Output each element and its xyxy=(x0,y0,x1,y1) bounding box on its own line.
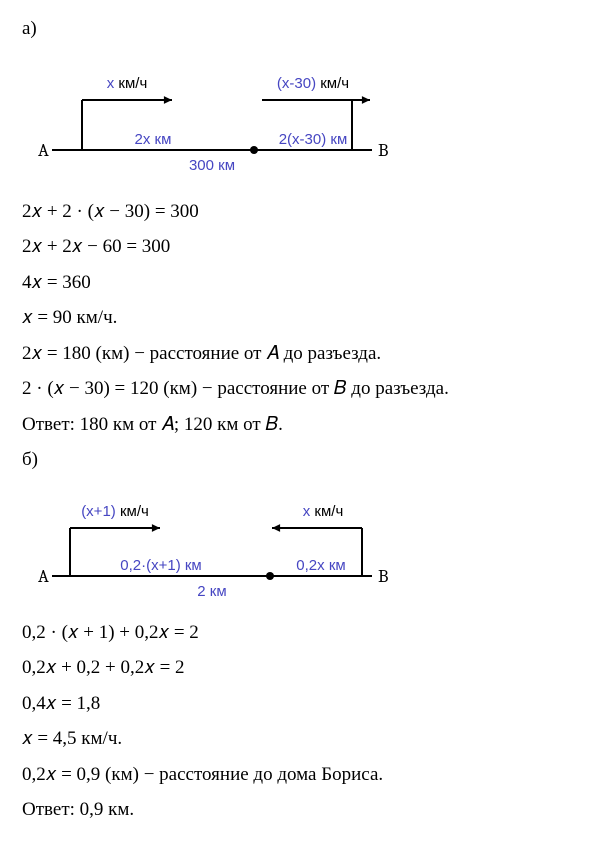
eq-a-line-6: Ответ: 180 км от 𝐴; 120 км от 𝐵. xyxy=(22,410,581,439)
svg-text:x км/ч: x км/ч xyxy=(303,503,344,520)
svg-text:A: A xyxy=(38,140,49,161)
eq-a-line-0: 2𝑥 + 2 · (𝑥 − 30) = 300 xyxy=(22,197,581,226)
svg-text:2 км: 2 км xyxy=(197,583,226,596)
diagram-a: A Bx км/ч (x-30) км/ч 2x км 2(x-30) км 300 км xyxy=(32,55,392,175)
eq-b-line-3: 𝑥 = 4,5 км/ч. xyxy=(22,724,581,753)
svg-text:0,2x км: 0,2x км xyxy=(296,557,345,574)
svg-text:(x-30) км/ч: (x-30) км/ч xyxy=(277,75,349,92)
svg-text:300 км: 300 км xyxy=(189,157,235,174)
svg-text:2x км: 2x км xyxy=(135,131,172,148)
eq-b-line-0: 0,2 · (𝑥 + 1) + 0,2𝑥 = 2 xyxy=(22,618,581,647)
eq-a-line-2: 4𝑥 = 360 xyxy=(22,268,581,297)
svg-text:(x+1) км/ч: (x+1) км/ч xyxy=(81,503,149,520)
page: а) A Bx км/ч (x-30) км/ч 2x км 2(x-30) км 300… xyxy=(0,0,603,852)
svg-text:x км/ч: x км/ч xyxy=(107,75,148,92)
diagram-b: A B (x+1) км/ч x км/ч 0,2·(x+1) км 0,2x км 2 к… xyxy=(32,486,392,596)
svg-text:A: A xyxy=(38,566,49,587)
eq-a-line-5: 2 · (𝑥 − 30) = 120 (км) − расстояние от … xyxy=(22,374,581,403)
svg-text:B: B xyxy=(378,140,388,161)
part-a-equations: 2𝑥 + 2 · (𝑥 − 30) = 300 2𝑥 + 2𝑥 − 60 = 30… xyxy=(22,197,581,439)
part-a-label: а) xyxy=(22,14,581,43)
eq-b-line-1: 0,2𝑥 + 0,2 + 0,2𝑥 = 2 xyxy=(22,653,581,682)
svg-text:0,2·(x+1) км: 0,2·(x+1) км xyxy=(120,557,201,574)
eq-b-line-2: 0,4𝑥 = 1,8 xyxy=(22,689,581,718)
eq-a-line-4: 2𝑥 = 180 (км) − расстояние от 𝐴 до разъе… xyxy=(22,339,581,368)
eq-b-line-5: Ответ: 0,9 км. xyxy=(22,795,581,824)
eq-b-line-4: 0,2𝑥 = 0,9 (км) − расстояние до дома Бор… xyxy=(22,760,581,789)
svg-text:2(x-30) км: 2(x-30) км xyxy=(279,131,348,148)
part-b-equations: 0,2 · (𝑥 + 1) + 0,2𝑥 = 2 0,2𝑥 + 0,2 + 0,2… xyxy=(22,618,581,825)
svg-text:B: B xyxy=(378,566,388,587)
eq-a-line-1: 2𝑥 + 2𝑥 − 60 = 300 xyxy=(22,232,581,261)
part-b-label: б) xyxy=(22,445,581,474)
eq-a-line-3: 𝑥 = 90 км/ч. xyxy=(22,303,581,332)
